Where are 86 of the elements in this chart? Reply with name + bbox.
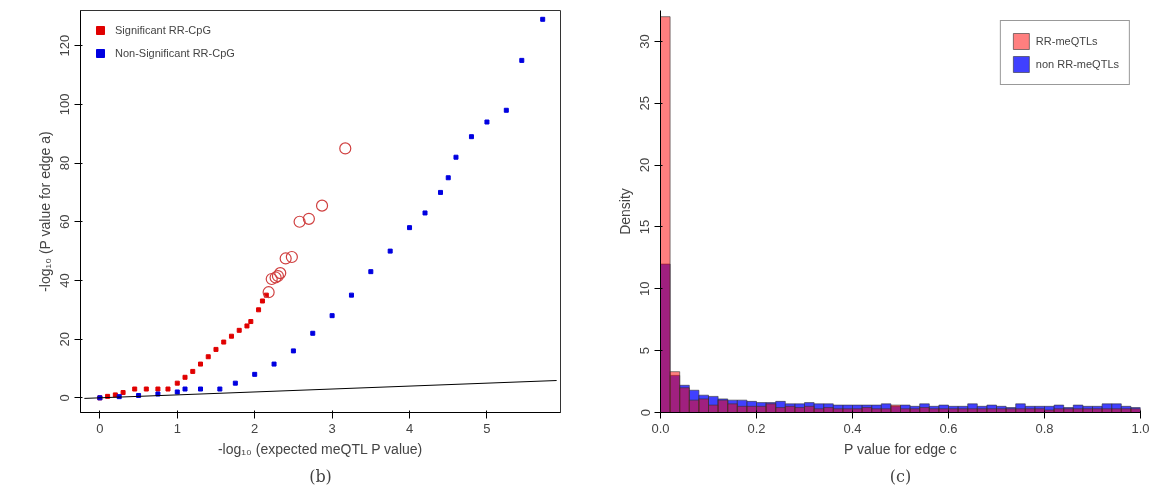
y-tick-label: 80 bbox=[57, 155, 73, 171]
point bbox=[228, 333, 234, 339]
x-tick-label: 0.8 bbox=[1035, 420, 1054, 436]
point bbox=[120, 390, 126, 396]
text: (c) bbox=[889, 466, 912, 486]
point bbox=[132, 386, 138, 392]
point bbox=[348, 292, 354, 298]
point bbox=[453, 154, 459, 160]
y-tick-label: 20 bbox=[57, 331, 73, 347]
point bbox=[244, 323, 250, 329]
point bbox=[252, 371, 258, 377]
point bbox=[503, 107, 509, 113]
text: (b) bbox=[309, 466, 332, 486]
point bbox=[329, 313, 335, 319]
x-tick-label: 0.2 bbox=[747, 420, 766, 436]
point bbox=[259, 298, 265, 304]
y-tick-label: 20 bbox=[637, 157, 653, 173]
point bbox=[205, 354, 211, 360]
y-tick-label: 15 bbox=[637, 219, 653, 235]
point bbox=[256, 307, 262, 313]
point bbox=[438, 189, 443, 195]
point bbox=[407, 225, 413, 231]
y-tick-label: 40 bbox=[57, 273, 73, 288]
x-axis-title: P value for edge c bbox=[844, 440, 957, 457]
point bbox=[293, 215, 306, 228]
point bbox=[248, 319, 254, 325]
point bbox=[213, 346, 219, 352]
x-axis-title: -log₁₀ (expected meQTL P value) bbox=[217, 440, 423, 457]
point bbox=[236, 327, 242, 333]
x-tick-label: 0.0 bbox=[651, 420, 670, 436]
legend-label: Non-Significant RR-CpG bbox=[115, 47, 235, 59]
y-tick-label: 25 bbox=[637, 96, 653, 111]
point bbox=[217, 386, 223, 392]
point bbox=[165, 386, 171, 392]
y-axis-title: Density bbox=[616, 188, 633, 235]
point bbox=[302, 212, 315, 225]
point bbox=[484, 119, 490, 125]
y-tick-label: 30 bbox=[637, 34, 653, 49]
x-tick-label: 0.4 bbox=[843, 420, 862, 436]
y-tick-label: 10 bbox=[637, 281, 653, 297]
point bbox=[468, 134, 474, 140]
y-tick-label: 0 bbox=[637, 408, 653, 417]
point bbox=[279, 252, 292, 265]
point bbox=[422, 210, 428, 216]
point bbox=[310, 330, 316, 336]
point bbox=[198, 361, 203, 367]
x-tick-label: 4 bbox=[405, 420, 414, 436]
x-tick-label: 0 bbox=[96, 420, 104, 436]
point bbox=[174, 389, 180, 395]
x-tick-label: 0.6 bbox=[939, 420, 958, 436]
point bbox=[143, 386, 149, 392]
point bbox=[445, 175, 451, 181]
point bbox=[540, 16, 546, 22]
point bbox=[155, 386, 161, 392]
y-tick-label: 5 bbox=[637, 347, 653, 355]
y-tick-label: 60 bbox=[57, 214, 73, 229]
point bbox=[190, 368, 196, 374]
point bbox=[198, 386, 203, 392]
point bbox=[112, 392, 118, 398]
point bbox=[290, 348, 296, 354]
point bbox=[265, 272, 278, 286]
y-tick-label: 120 bbox=[57, 34, 73, 57]
point bbox=[519, 57, 525, 63]
point bbox=[285, 250, 298, 264]
legend-label: non RR-meQTLs bbox=[1035, 58, 1119, 70]
x-tick-label: 3 bbox=[328, 420, 336, 436]
y-axis-title: -log₁₀ (P value for edge a) bbox=[36, 131, 53, 292]
point bbox=[174, 380, 180, 386]
x-tick-label: 1 bbox=[173, 420, 181, 436]
point bbox=[182, 386, 188, 392]
x-tick-label: 1.0 bbox=[1131, 420, 1150, 436]
y-tick-label: 0 bbox=[57, 394, 73, 402]
point bbox=[368, 269, 374, 275]
point bbox=[262, 286, 275, 299]
x-tick-label: 5 bbox=[483, 420, 491, 436]
point bbox=[221, 339, 227, 345]
x-tick-label: 2 bbox=[251, 420, 259, 436]
legend-label: RR-meQTLs bbox=[1035, 35, 1098, 47]
point bbox=[232, 380, 238, 386]
point bbox=[315, 199, 329, 212]
point bbox=[387, 248, 393, 254]
point bbox=[182, 374, 188, 380]
point bbox=[339, 142, 352, 155]
point bbox=[271, 361, 277, 367]
y-tick-label: 100 bbox=[57, 93, 73, 116]
legend-label: Significant RR-CpG bbox=[115, 24, 211, 36]
